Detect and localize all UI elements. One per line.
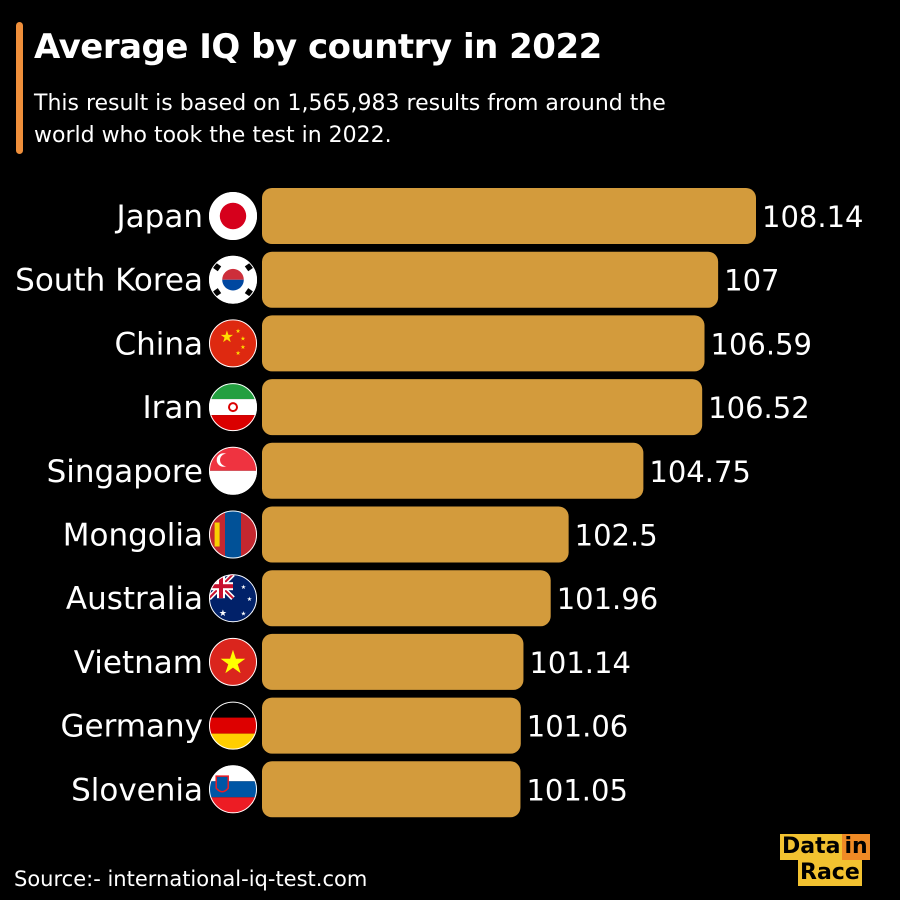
bar-row-mongolia: Mongolia 102.5 — [63, 506, 658, 563]
category-label: South Korea — [15, 263, 203, 299]
japan-flag-icon — [209, 192, 257, 240]
bar-row-iran: Iran 106.52 — [142, 379, 810, 436]
bar-row-china: China ★ ★★★★ 106.59 — [114, 315, 812, 372]
title-accent-bar — [16, 22, 23, 154]
category-label: Australia — [66, 581, 203, 617]
category-label: Iran — [142, 390, 203, 426]
bar — [262, 188, 756, 244]
bar — [262, 761, 521, 818]
svg-text:★: ★ — [235, 328, 240, 335]
svg-text:★: ★ — [219, 609, 227, 619]
bar — [262, 633, 524, 690]
value-label: 108.14 — [762, 200, 863, 234]
south-korea-flag-icon — [209, 255, 257, 304]
singapore-flag-icon — [209, 446, 257, 495]
category-label: Vietnam — [74, 645, 203, 681]
value-label: 106.52 — [708, 391, 809, 425]
value-label: 106.59 — [711, 327, 812, 361]
bar-row-japan: Japan 108.14 — [115, 188, 863, 244]
svg-text:★: ★ — [235, 350, 240, 357]
china-flag-icon: ★ ★★★★ — [209, 319, 257, 368]
chart-subtitle: This result is based on 1,565,983 result… — [34, 91, 666, 148]
bar-row-germany: Germany 101.06 — [61, 697, 628, 754]
category-label: Mongolia — [63, 518, 203, 554]
bar — [262, 506, 569, 563]
category-label: Singapore — [47, 454, 203, 490]
bar-row-vietnam: Vietnam ★ 101.14 — [74, 633, 631, 690]
value-label: 101.05 — [526, 773, 627, 807]
data-in-race-logo: Data in Race — [780, 834, 870, 886]
svg-text:★: ★ — [240, 344, 245, 351]
value-label: 102.5 — [575, 519, 658, 553]
category-label: China — [114, 326, 203, 362]
bar — [262, 570, 551, 627]
bar — [262, 697, 521, 754]
bar — [262, 315, 705, 372]
category-label: Slovenia — [71, 772, 203, 808]
source-text: Source:- international-iq-test.com — [14, 867, 368, 891]
bar — [262, 442, 644, 499]
germany-flag-icon — [209, 701, 257, 750]
svg-text:★: ★ — [241, 584, 246, 591]
svg-text:★: ★ — [220, 327, 234, 346]
value-label: 101.06 — [527, 710, 628, 744]
category-label: Germany — [61, 709, 203, 745]
value-label: 101.14 — [529, 646, 630, 680]
svg-text:★: ★ — [241, 611, 246, 618]
svg-text:★: ★ — [219, 643, 248, 681]
slovenia-flag-icon — [209, 765, 257, 814]
value-label: 107 — [724, 264, 779, 298]
category-label: Japan — [115, 199, 203, 235]
svg-text:★: ★ — [240, 335, 245, 342]
vietnam-flag-icon: ★ — [209, 637, 257, 686]
bar — [262, 379, 703, 436]
bar-row-australia: Australia ★★★★ 101.96 — [66, 570, 658, 627]
australia-flag-icon: ★★★★ — [209, 574, 257, 623]
iran-flag-icon — [209, 383, 257, 432]
mongolia-flag-icon — [209, 510, 257, 559]
bar-row-south-korea: South Korea 107 — [15, 251, 779, 308]
value-label: 101.96 — [557, 582, 658, 616]
value-label: 104.75 — [649, 455, 750, 489]
bar — [262, 251, 719, 308]
svg-text:★: ★ — [247, 596, 252, 603]
bar-row-singapore: Singapore 104.75 — [47, 442, 751, 499]
bar-row-slovenia: Slovenia 101.05 — [71, 761, 628, 818]
chart-title: Average IQ by country in 2022 — [34, 27, 602, 67]
